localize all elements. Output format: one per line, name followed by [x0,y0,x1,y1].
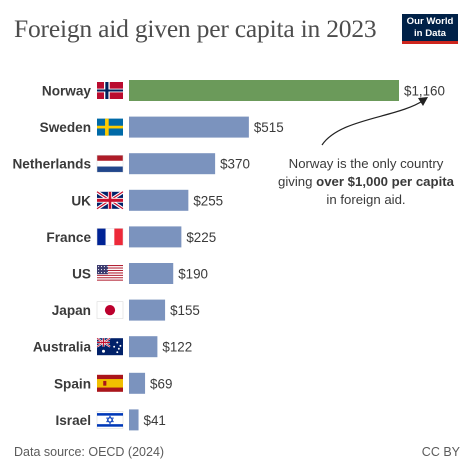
annotation-line-2-prefix: giving [278,174,316,189]
bar [129,372,146,394]
data-source: Data source: OECD (2024) [14,445,165,459]
sweden-flag [97,118,123,136]
value-label: $515 [254,120,284,135]
bar [129,116,249,138]
annotation-arrow-line [321,99,425,146]
bar-row: Australia $122 [33,336,192,358]
bar-row: US $190 [72,263,208,284]
license-link[interactable]: CC BY [421,445,460,459]
chart-title: Foreign aid given per capita in 2023 [14,14,377,43]
netherlands-flag [96,154,124,173]
bar-row: UK $255 [71,189,223,211]
bar [129,226,182,248]
value-label: $41 [144,413,166,428]
annotation-line-1: Norway is the only country [289,156,444,171]
bar-row: Netherlands $370 [12,153,250,175]
bar-row: Japan $155 [52,299,200,321]
bar-row: France $225 [46,226,216,248]
value-label: $1,160 [404,84,445,99]
bar [129,80,399,101]
category-label: Norway [42,84,92,99]
value-label: $255 [193,193,223,208]
category-label: Japan [52,303,91,318]
category-label: US [72,267,91,282]
bar-row: Israel $41 [55,409,166,431]
bar [129,263,174,284]
category-label: Netherlands [12,157,91,172]
category-label: Spain [54,376,91,391]
bar [129,299,166,321]
category-label: Israel [55,413,91,428]
bar [129,409,139,431]
category-label: Australia [33,340,92,355]
annotation-arrow-head [418,97,428,106]
bar-row: Sweden $515 [40,116,284,138]
france-flag [96,228,124,246]
australia-flag [96,337,123,356]
value-label: $155 [170,303,200,318]
value-label: $225 [186,230,216,245]
logo-line-2: in Data [414,27,446,39]
value-label: $190 [178,267,208,282]
us-flag [97,265,123,282]
logo-accent-bar [402,41,458,44]
value-label: $370 [220,157,250,172]
bar-rows: Norway $1,160 Sweden $515 Netherlands $370 UK $… [12,80,445,431]
norway-flag [97,82,123,99]
logo-line-1: Our World [406,16,454,27]
bar [129,153,216,175]
japan-flag [96,301,124,319]
bar-row: Norway $1,160 [42,80,445,101]
annotation-line-3: in foreign aid. [326,192,405,207]
annotation-line-2: giving over $1,000 per capita [278,174,455,189]
israel-flag [96,411,124,429]
category-label: UK [71,193,91,208]
uk-flag [96,190,124,211]
value-label: $69 [150,376,172,391]
value-label: $122 [162,340,192,355]
bar [129,189,189,211]
bar [129,336,158,358]
spain-flag [97,374,123,392]
annotation-line-2-bold: over $1,000 per capita [316,174,454,189]
category-label: Sweden [40,120,91,135]
our-world-in-data-logo[interactable]: Our World in Data [402,14,458,44]
category-label: France [46,230,91,245]
bar-row: Spain $69 [54,372,172,394]
